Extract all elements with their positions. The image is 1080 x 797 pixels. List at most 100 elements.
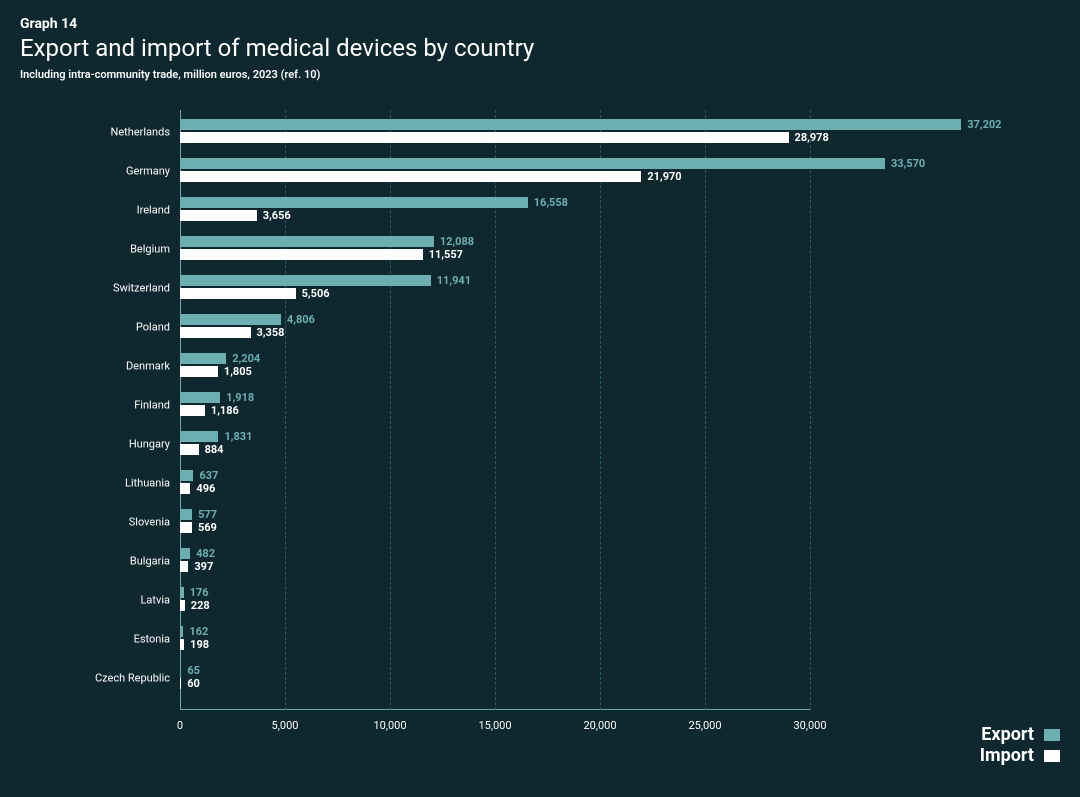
import-bar: 28,978 (180, 132, 789, 143)
legend-item-import: Import (980, 745, 1060, 767)
import-value-label: 11,557 (423, 249, 463, 260)
import-value-label: 1,186 (205, 405, 239, 416)
export-bar: 33,570 (180, 158, 885, 169)
bar-row: 12,088 11,557 (180, 235, 1020, 263)
category-label: Hungary (129, 438, 170, 451)
import-value-label: 496 (190, 483, 215, 494)
import-bar: 496 (180, 483, 190, 494)
graph-number: Graph 14 (20, 16, 1060, 32)
import-value-label: 60 (181, 678, 200, 689)
bar-row: 162198 (180, 625, 1020, 653)
export-value-label: 12,088 (434, 236, 474, 247)
import-value-label: 21,970 (641, 171, 681, 182)
import-value-label: 884 (199, 444, 224, 455)
x-tick-label: 30,000 (793, 719, 826, 732)
export-bar: 637 (180, 470, 193, 481)
export-value-label: 37,202 (961, 119, 1001, 130)
import-bar: 21,970 (180, 171, 641, 182)
export-bar: 12,088 (180, 236, 434, 247)
category-label: Czech Republic (95, 672, 170, 685)
x-tick-label: 15,000 (478, 719, 511, 732)
chart-header: Graph 14 Export and import of medical de… (0, 0, 1080, 81)
export-bar: 11,941 (180, 275, 431, 286)
export-bar: 577 (180, 509, 192, 520)
chart-area: 05,00010,00015,00020,00025,00030,00037,2… (20, 110, 1060, 730)
export-bar: 162 (180, 626, 183, 637)
import-value-label: 3,358 (251, 327, 285, 338)
import-bar: 397 (180, 561, 188, 572)
import-bar: 1,186 (180, 405, 205, 416)
legend-item-export: Export (980, 724, 1060, 746)
x-tick-label: 10,000 (373, 719, 406, 732)
export-value-label: 1,918 (220, 392, 254, 403)
export-bar: 1,918 (180, 392, 220, 403)
x-tick-label: 25,000 (688, 719, 721, 732)
export-value-label: 65 (181, 665, 200, 676)
import-bar: 3,656 (180, 210, 257, 221)
import-bar: 228 (180, 600, 185, 611)
export-value-label: 2,204 (226, 353, 260, 364)
plot-area: 05,00010,00015,00020,00025,00030,00037,2… (180, 110, 1020, 710)
import-bar: 60 (180, 678, 181, 689)
category-label: Germany (126, 165, 170, 178)
bar-row: 37,202 28,978 (180, 118, 1020, 146)
legend-label-import: Import (980, 745, 1034, 767)
export-value-label: 11,941 (431, 275, 471, 286)
export-value-label: 176 (184, 587, 209, 598)
import-bar: 1,805 (180, 366, 218, 377)
import-bar: 5,506 (180, 288, 296, 299)
category-label: Ireland (137, 204, 170, 217)
category-label: Slovenia (129, 516, 170, 529)
export-value-label: 4,806 (281, 314, 315, 325)
import-bar: 884 (180, 444, 199, 455)
legend-label-export: Export (981, 724, 1034, 746)
export-bar: 482 (180, 548, 190, 559)
legend-swatch-export (1044, 729, 1060, 741)
bar-row: 1,831 884 (180, 430, 1020, 458)
export-value-label: 1,831 (218, 431, 252, 442)
export-bar: 2,204 (180, 353, 226, 364)
import-value-label: 569 (192, 522, 217, 533)
legend-swatch-import (1044, 750, 1060, 762)
export-value-label: 162 (183, 626, 208, 637)
export-value-label: 33,570 (885, 158, 925, 169)
import-bar: 3,358 (180, 327, 251, 338)
import-bar: 11,557 (180, 249, 423, 260)
import-value-label: 198 (184, 639, 209, 650)
legend: Export Import (980, 724, 1060, 767)
export-bar: 65 (180, 665, 181, 676)
export-bar: 176 (180, 587, 184, 598)
bar-row: 482397 (180, 547, 1020, 575)
bar-row: 4,806 3,358 (180, 313, 1020, 341)
export-bar: 1,831 (180, 431, 218, 442)
category-label: Estonia (134, 633, 170, 646)
chart-title: Export and import of medical devices by … (20, 34, 1060, 62)
import-value-label: 3,656 (257, 210, 291, 221)
category-label: Lithuania (125, 477, 170, 490)
category-label: Netherlands (110, 126, 170, 139)
export-bar: 16,558 (180, 197, 528, 208)
bar-row: 2,204 1,805 (180, 352, 1020, 380)
import-value-label: 228 (185, 600, 210, 611)
category-label: Finland (134, 399, 170, 412)
export-bar: 37,202 (180, 119, 961, 130)
bar-row: 176228 (180, 586, 1020, 614)
category-label: Bulgaria (130, 555, 170, 568)
bar-row: 637 496 (180, 469, 1020, 497)
category-label: Poland (136, 321, 170, 334)
export-bar: 4,806 (180, 314, 281, 325)
x-tick-label: 0 (177, 719, 183, 732)
import-value-label: 1,805 (218, 366, 252, 377)
bar-row: 11,941 5,506 (180, 274, 1020, 302)
bar-row: 6560 (180, 664, 1020, 692)
x-tick-label: 5,000 (272, 719, 299, 732)
export-value-label: 577 (192, 509, 217, 520)
chart-subtitle: Including intra-community trade, million… (20, 68, 1060, 81)
import-value-label: 397 (188, 561, 213, 572)
category-label: Denmark (126, 360, 170, 373)
export-value-label: 482 (190, 548, 215, 559)
bar-row: 33,570 21,970 (180, 157, 1020, 185)
category-label: Latvia (141, 594, 171, 607)
import-value-label: 28,978 (789, 132, 829, 143)
export-value-label: 16,558 (528, 197, 568, 208)
